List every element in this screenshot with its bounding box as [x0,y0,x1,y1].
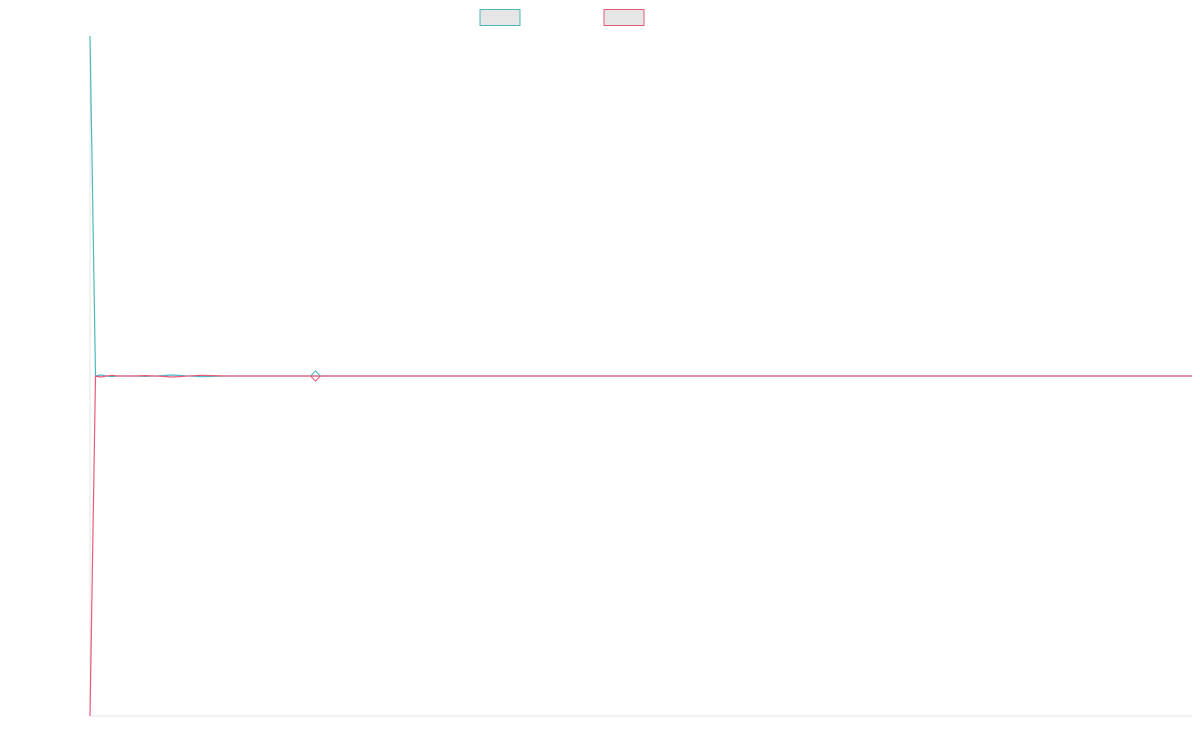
series-line-2 [89,374,1192,717]
marker-diamond-top-1 [310,370,321,377]
legend-swatch-2 [603,9,645,26]
marker-diamond-bottom-1 [310,375,321,382]
series-line-1 [89,35,1192,378]
legend-swatch-1 [479,9,521,26]
